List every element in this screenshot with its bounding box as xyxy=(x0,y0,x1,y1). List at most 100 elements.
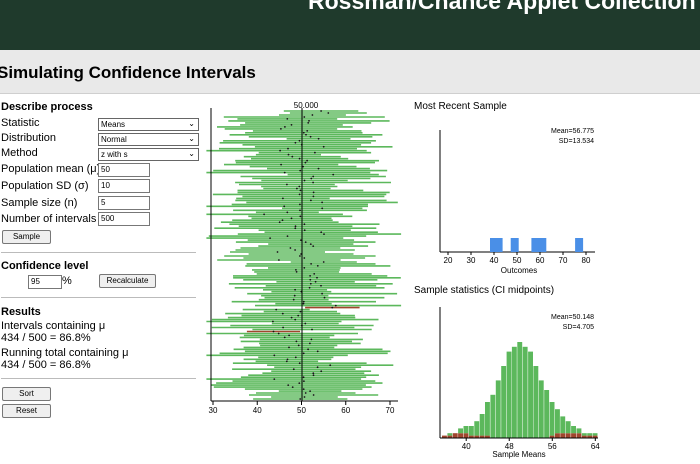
sample-size-input[interactable]: 5 xyxy=(98,196,150,210)
interval-midpoint xyxy=(283,171,286,174)
recent-tick-label: 50 xyxy=(513,256,522,265)
interval-midpoint xyxy=(286,235,289,238)
interval-midpoint xyxy=(316,366,319,369)
ci-tick-label: 60 xyxy=(341,406,350,415)
interval-midpoint xyxy=(277,332,280,335)
interval-midpoint xyxy=(310,199,312,202)
pop-sd-input[interactable]: 10 xyxy=(98,179,150,193)
interval-midpoint xyxy=(305,133,307,136)
histogram-bar-miss xyxy=(485,435,490,438)
pop-mean-input[interactable]: 50 xyxy=(98,163,150,177)
interval-midpoint xyxy=(312,394,315,396)
sample-button[interactable]: Sample xyxy=(2,230,51,244)
interval-midpoint xyxy=(286,211,289,214)
app-header: Rossman/Chance Applet Collection xyxy=(0,0,700,50)
interval-midpoint xyxy=(312,195,315,198)
histogram-bar-contains xyxy=(549,402,555,436)
interval-midpoint xyxy=(309,275,311,277)
percent-label: % xyxy=(62,275,72,287)
control-panel: Describe process Statistic Means ⌄ Distri… xyxy=(0,96,200,456)
interval-midpoint xyxy=(306,130,309,132)
histogram-bar-miss xyxy=(452,433,458,438)
interval-midpoint xyxy=(290,217,293,220)
sample-dot xyxy=(510,238,519,252)
interval-midpoint xyxy=(294,288,296,291)
interval-midpoint xyxy=(294,356,297,359)
interval-midpoint xyxy=(286,183,288,186)
statistic-select[interactable]: Means ⌄ xyxy=(98,118,199,131)
histogram-bar-contains xyxy=(501,366,507,438)
histogram-bar-contains xyxy=(544,390,550,438)
confidence-input[interactable]: 95 xyxy=(28,275,62,289)
interval-midpoint xyxy=(278,221,281,224)
interval-midpoint xyxy=(286,118,289,120)
interval-midpoint xyxy=(269,237,271,240)
interval-midpoint xyxy=(312,175,315,178)
method-label: Method xyxy=(1,147,38,159)
num-intervals-input[interactable]: 500 xyxy=(98,212,150,226)
histogram-bar-contains xyxy=(592,433,598,436)
interval-midpoint xyxy=(303,380,305,382)
interval-midpoint xyxy=(298,185,301,188)
interval-midpoint xyxy=(306,159,308,162)
interval-midpoint xyxy=(292,368,295,371)
histogram-bar-miss xyxy=(468,435,474,438)
interval-midpoint xyxy=(299,215,302,218)
histogram-bar-contains xyxy=(458,428,463,434)
interval-midpoint xyxy=(289,247,292,249)
chevron-down-icon: ⌄ xyxy=(188,119,195,128)
interval-midpoint xyxy=(309,135,312,138)
interval-midpoint xyxy=(299,310,302,313)
reset-button[interactable]: Reset xyxy=(2,404,51,418)
histogram-bar-miss xyxy=(576,433,582,438)
interval-midpoint xyxy=(284,126,286,128)
interval-midpoint xyxy=(280,163,282,166)
describe-heading: Describe process xyxy=(1,101,93,113)
interval-midpoint xyxy=(316,276,318,279)
recent-sample-dots xyxy=(490,238,584,252)
interval-midpoint xyxy=(303,116,306,118)
sample-size-label: Sample size (n) xyxy=(1,197,78,209)
histogram-bar-contains xyxy=(495,380,501,438)
population-mean-label: 50.000 xyxy=(294,101,319,110)
recent-tick-label: 20 xyxy=(444,256,453,265)
ci-tick-label: 30 xyxy=(209,406,218,415)
interval-midpoint xyxy=(296,187,298,190)
interval-midpoint xyxy=(304,392,307,394)
interval-midpoint xyxy=(312,374,315,377)
distribution-select[interactable]: Normal ⌄ xyxy=(98,133,199,146)
divider xyxy=(1,297,196,298)
sort-button[interactable]: Sort xyxy=(2,387,51,401)
stats-tick-label: 56 xyxy=(548,442,557,451)
interval-midpoint xyxy=(281,219,284,222)
histogram-bar-miss xyxy=(463,433,469,438)
interval-midpoint xyxy=(280,128,282,130)
interval-midpoint xyxy=(314,280,317,283)
interval-midpoint xyxy=(302,388,305,390)
interval-midpoint xyxy=(290,316,293,319)
sample-stats-ticks: 40 48 56 64 xyxy=(462,438,600,451)
interval-midpoint xyxy=(298,362,301,365)
histogram-bar-contains xyxy=(506,351,512,438)
interval-midpoint xyxy=(304,161,307,164)
interval-midpoint xyxy=(276,251,279,253)
interval-midpoint xyxy=(309,243,312,246)
recent-tick-label: 40 xyxy=(490,256,499,265)
interval-midpoint xyxy=(323,233,325,236)
interval-midpoint xyxy=(295,269,297,271)
sample-dot xyxy=(490,238,498,252)
histogram-bar-contains xyxy=(533,366,539,438)
interval-midpoint xyxy=(334,304,337,307)
interval-midpoint xyxy=(302,376,305,379)
stats-tick-label: 40 xyxy=(462,442,471,451)
method-select[interactable]: z with s ⌄ xyxy=(98,148,199,161)
recalculate-button[interactable]: Recalculate xyxy=(99,274,156,288)
interval-midpoint xyxy=(316,350,319,353)
interval-midpoint xyxy=(313,273,316,275)
interval-midpoint xyxy=(297,314,300,317)
interval-midpoint xyxy=(283,205,286,208)
interval-midpoint xyxy=(310,177,313,180)
recent-sample-sd: SD=13.534 xyxy=(559,138,594,145)
histogram-bar-miss xyxy=(555,433,560,438)
histogram-bar-miss xyxy=(565,433,571,438)
